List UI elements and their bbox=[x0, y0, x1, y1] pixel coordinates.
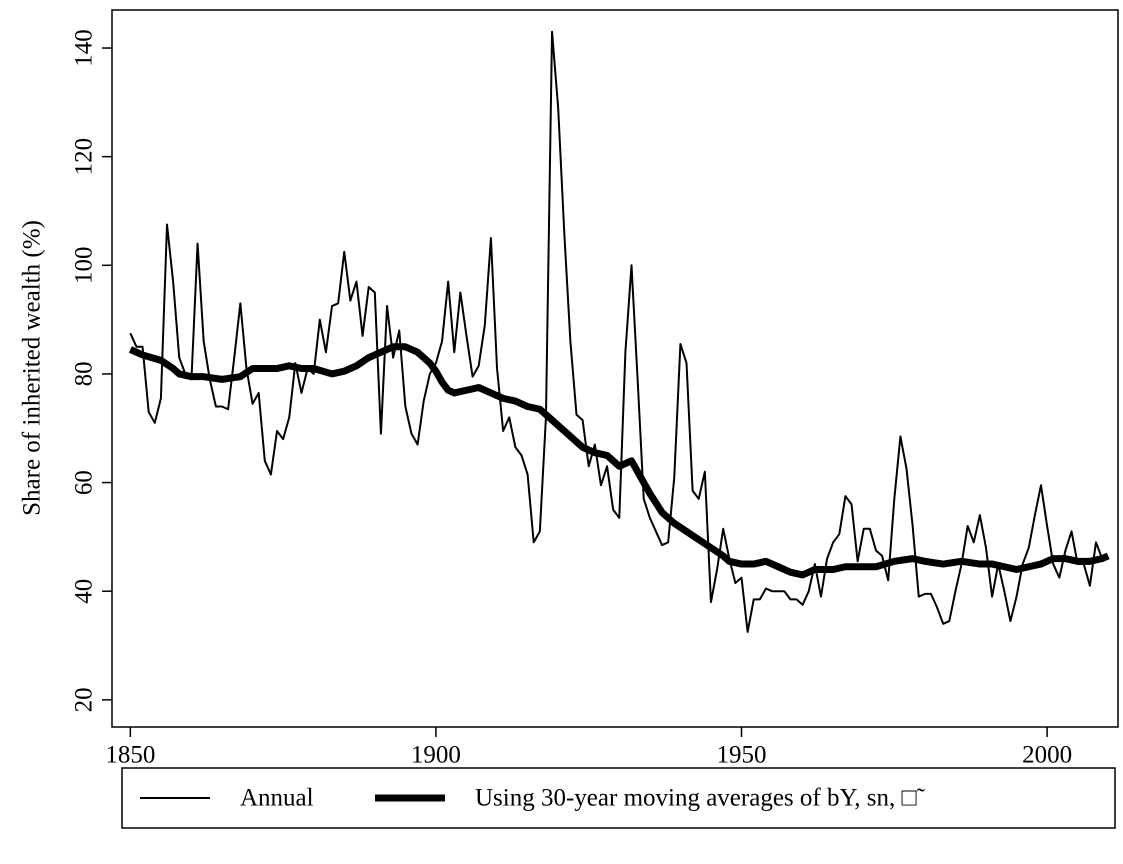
y-axis-label: Share of inherited wealth (%) bbox=[19, 220, 46, 516]
x-tick-label: 1900 bbox=[411, 742, 461, 769]
y-tick-label: 20 bbox=[71, 687, 98, 712]
legend-label: Annual bbox=[240, 785, 314, 812]
y-tick-label: 120 bbox=[71, 138, 98, 176]
y-tick-label: 100 bbox=[71, 247, 98, 285]
legend-label: Using 30-year moving averages of bY, sn,… bbox=[475, 785, 926, 812]
y-tick-label: 40 bbox=[71, 579, 98, 604]
y-tick-label: 80 bbox=[71, 361, 98, 386]
y-tick-label: 140 bbox=[71, 29, 98, 67]
legend-box bbox=[121, 767, 1116, 829]
y-tick-label: 60 bbox=[71, 470, 98, 495]
x-tick-label: 1850 bbox=[105, 742, 155, 769]
x-tick-label: 1950 bbox=[717, 742, 767, 769]
plot-frame bbox=[111, 9, 1119, 728]
series-line bbox=[128, 343, 1110, 579]
x-tick-label: 2000 bbox=[1022, 742, 1072, 769]
series-line bbox=[129, 30, 1109, 633]
